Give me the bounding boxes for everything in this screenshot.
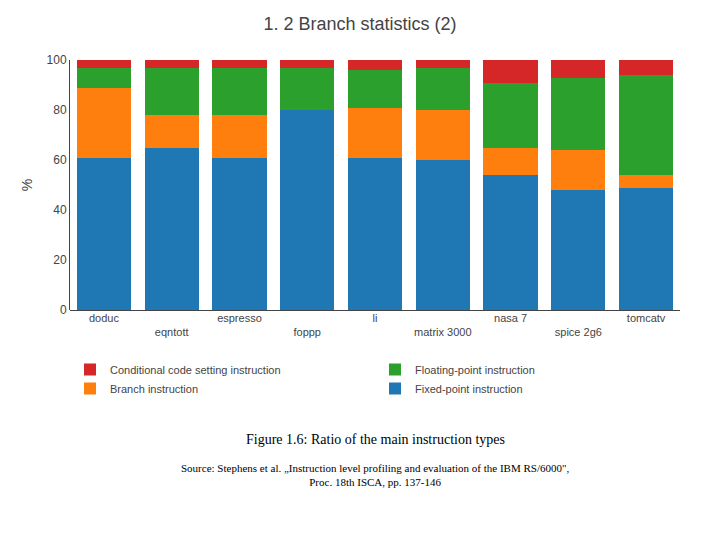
- svg-text:nasa 7: nasa 7: [494, 312, 527, 324]
- svg-text:60: 60: [53, 153, 67, 167]
- svg-text:Floating-point instruction: Floating-point instruction: [415, 364, 535, 376]
- svg-text:Figure 1.6: Ratio of the main: Figure 1.6: Ratio of the main instructio…: [246, 432, 505, 447]
- svg-text:tomcatv: tomcatv: [627, 312, 666, 324]
- svg-text:100: 100: [47, 53, 67, 67]
- svg-text:Branch instruction: Branch instruction: [110, 383, 198, 395]
- svg-text:40: 40: [53, 203, 67, 217]
- svg-text:foppp: foppp: [293, 326, 321, 338]
- svg-text:li: li: [373, 312, 378, 324]
- svg-text:espresso: espresso: [217, 312, 262, 324]
- svg-text:1. 2 Branch statistics (2): 1. 2 Branch statistics (2): [263, 14, 456, 34]
- svg-text:%: %: [19, 179, 35, 191]
- svg-text:doduc: doduc: [89, 312, 119, 324]
- svg-text:80: 80: [53, 103, 67, 117]
- svg-text:Conditional code setting instr: Conditional code setting instruction: [110, 364, 281, 376]
- svg-text:Source: Stephens et al. „Instr: Source: Stephens et al. „Instruction lev…: [181, 462, 569, 488]
- svg-text:Fixed-point instruction: Fixed-point instruction: [415, 383, 523, 395]
- svg-text:0: 0: [60, 303, 67, 317]
- svg-text:eqntott: eqntott: [155, 326, 189, 338]
- svg-text:matrix 3000: matrix 3000: [414, 326, 471, 338]
- svg-text:spice 2g6: spice 2g6: [555, 326, 602, 338]
- svg-text:20: 20: [53, 253, 67, 267]
